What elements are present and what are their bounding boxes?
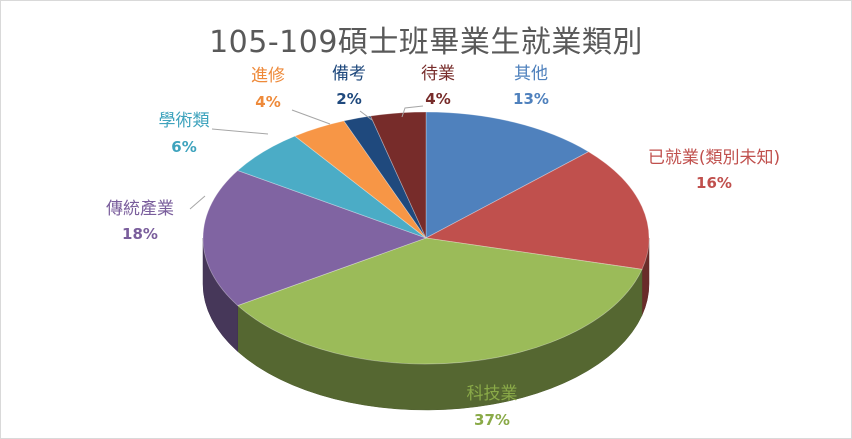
slice-percent-6: 2%	[336, 90, 361, 108]
pie-slice-3	[202, 170, 428, 306]
slice-label-2: 科技業	[467, 384, 518, 404]
slice-label-4: 學術類	[159, 111, 210, 131]
pie-slice-0	[425, 111, 590, 239]
leader-line-7	[401, 105, 424, 118]
chart-title: 105-109碩士班畢業生就業類別	[209, 25, 643, 60]
leader-line-3	[189, 195, 206, 210]
pie-slice-5	[294, 120, 427, 239]
slice-percent-4: 6%	[171, 138, 196, 156]
leader-line-4	[211, 128, 269, 135]
pie-slice-1	[424, 151, 650, 270]
slice-percent-5: 4%	[255, 93, 280, 111]
pie-slice-6	[343, 115, 427, 239]
slice-label-1: 已就業(類別未知)	[648, 148, 780, 168]
slice-percent-2: 37%	[474, 411, 510, 429]
slice-label-0: 其他	[514, 64, 548, 84]
slice-label-5: 進修	[251, 66, 285, 86]
slice-label-7: 待業	[421, 64, 455, 84]
leader-line-5	[291, 109, 331, 125]
pie-slice-2	[236, 237, 643, 365]
leader-line-6	[359, 110, 373, 121]
slice-label-3: 傳統產業	[106, 199, 174, 219]
pie-slice-4	[236, 135, 427, 239]
pie-slice-7	[369, 111, 427, 239]
slice-percent-0: 13%	[513, 90, 549, 108]
slice-percent-1: 16%	[696, 174, 732, 192]
slice-label-6: 備考	[332, 64, 366, 84]
slice-percent-7: 4%	[425, 90, 450, 108]
slice-percent-3: 18%	[122, 225, 158, 243]
